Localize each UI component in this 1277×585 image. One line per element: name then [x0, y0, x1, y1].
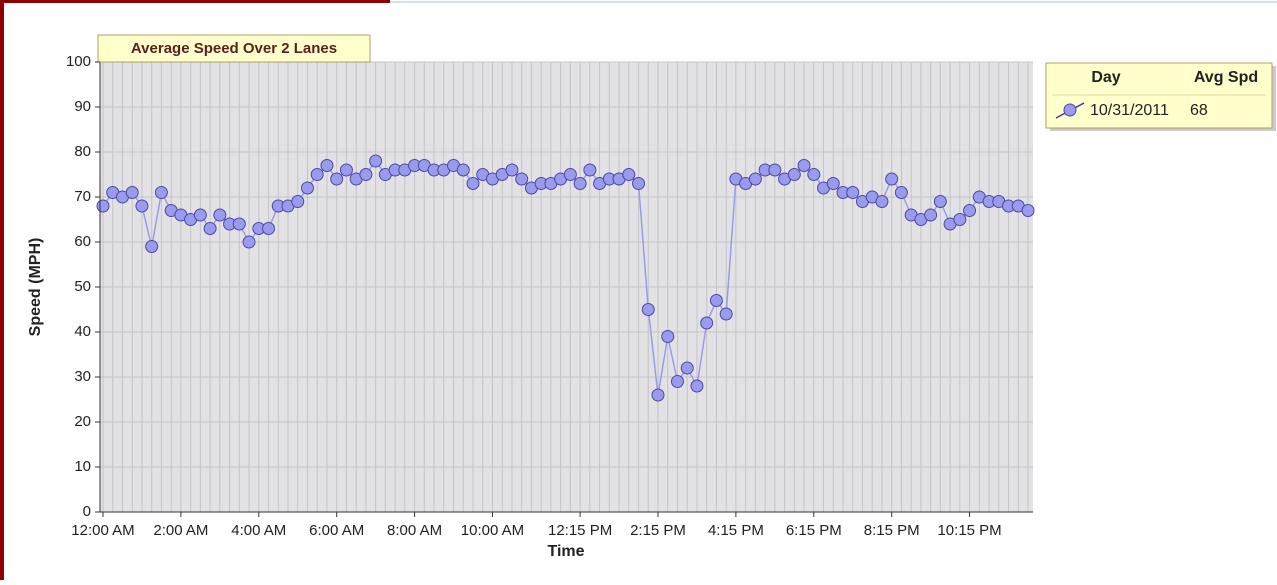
- legend-symbol: [1063, 103, 1077, 117]
- data-point: [680, 361, 694, 375]
- data-point: [466, 177, 480, 190]
- grid: [100, 61, 1033, 513]
- y-tick-label: 30: [74, 368, 91, 385]
- data-point: [369, 154, 383, 168]
- data-point: [632, 177, 646, 190]
- x-tick-label: 6:15 PM: [786, 522, 842, 539]
- chart-title: Average Speed Over 2 Lanes: [131, 40, 337, 57]
- data-point: [456, 163, 470, 177]
- data-point: [894, 186, 908, 199]
- x-tick-label: 6:00 AM: [309, 522, 364, 539]
- data-point: [651, 388, 665, 402]
- y-tick-label: 50: [74, 278, 91, 295]
- y-tick-label: 10: [74, 458, 91, 475]
- x-tick-label: 2:15 PM: [630, 522, 686, 539]
- y-tick-label: 60: [74, 233, 91, 250]
- data-point: [661, 330, 675, 343]
- data-point: [670, 375, 684, 388]
- x-tick-label: 4:00 AM: [231, 522, 286, 539]
- y-tick-label: 0: [83, 503, 91, 520]
- data-point: [690, 379, 704, 393]
- y-tick-label: 20: [74, 413, 91, 430]
- data-point: [826, 177, 840, 190]
- data-point: [291, 195, 305, 208]
- data-point: [359, 168, 373, 181]
- data-point: [262, 222, 276, 235]
- title-box: [97, 34, 371, 63]
- data-point: [242, 235, 256, 249]
- left-border: [0, 0, 4, 580]
- legend-header: Avg Spd: [1194, 69, 1258, 86]
- data-point: [846, 186, 860, 199]
- data-point: [203, 222, 217, 235]
- data-point: [748, 172, 762, 186]
- data-point: [300, 181, 314, 195]
- data-point: [154, 186, 168, 199]
- data-point: [622, 168, 636, 181]
- legend-entry: 10/31/2011: [1090, 102, 1169, 119]
- x-tick-label: 8:00 AM: [387, 522, 442, 539]
- data-point: [515, 172, 529, 186]
- top-bar: [0, 0, 390, 3]
- data-point: [583, 163, 597, 177]
- y-tick-label: 90: [74, 98, 91, 115]
- data-point: [641, 303, 655, 316]
- data-point: [807, 168, 821, 181]
- data-point: [1021, 204, 1035, 217]
- data-point: [96, 199, 110, 213]
- data-point: [339, 163, 353, 177]
- data-point: [213, 208, 227, 222]
- y-tick-label: 70: [74, 188, 91, 205]
- data-point: [320, 159, 334, 172]
- legend-summary: 68: [1190, 102, 1208, 119]
- data-point: [924, 208, 938, 222]
- y-axis-label: Speed (MPH): [27, 238, 44, 337]
- data-point: [563, 168, 577, 181]
- data-point: [709, 294, 723, 307]
- data-point: [700, 316, 714, 330]
- data-point: [797, 159, 811, 172]
- x-tick-label: 2:00 AM: [153, 522, 208, 539]
- y-tick-label: 80: [74, 143, 91, 160]
- data-point: [787, 168, 801, 181]
- data-point: [875, 195, 889, 208]
- data-point: [933, 195, 947, 208]
- data-point: [193, 208, 207, 222]
- data-point: [885, 172, 899, 186]
- data-point: [768, 163, 782, 177]
- data-point: [145, 240, 159, 253]
- x-tick-label: 12:15 PM: [548, 522, 612, 539]
- data-point: [505, 163, 519, 177]
- legend-header: Day: [1091, 69, 1120, 86]
- y-tick-label: 100: [66, 53, 91, 70]
- x-tick-label: 10:00 AM: [461, 522, 524, 539]
- data-point: [125, 186, 139, 199]
- x-tick-label: 10:15 PM: [937, 522, 1001, 539]
- x-axis-label: Time: [547, 543, 584, 560]
- data-point: [573, 177, 587, 190]
- data-point: [310, 168, 324, 181]
- data-point: [953, 213, 967, 226]
- x-tick-label: 12:00 AM: [71, 522, 134, 539]
- data-point: [719, 307, 733, 321]
- x-tick-label: 4:15 PM: [708, 522, 764, 539]
- data-point: [232, 217, 246, 231]
- marks: [96, 154, 1035, 402]
- data-point: [330, 172, 344, 186]
- data-point: [135, 199, 149, 213]
- x-tick-label: 8:15 PM: [864, 522, 920, 539]
- y-tick-label: 40: [74, 323, 91, 340]
- data-point: [963, 204, 977, 217]
